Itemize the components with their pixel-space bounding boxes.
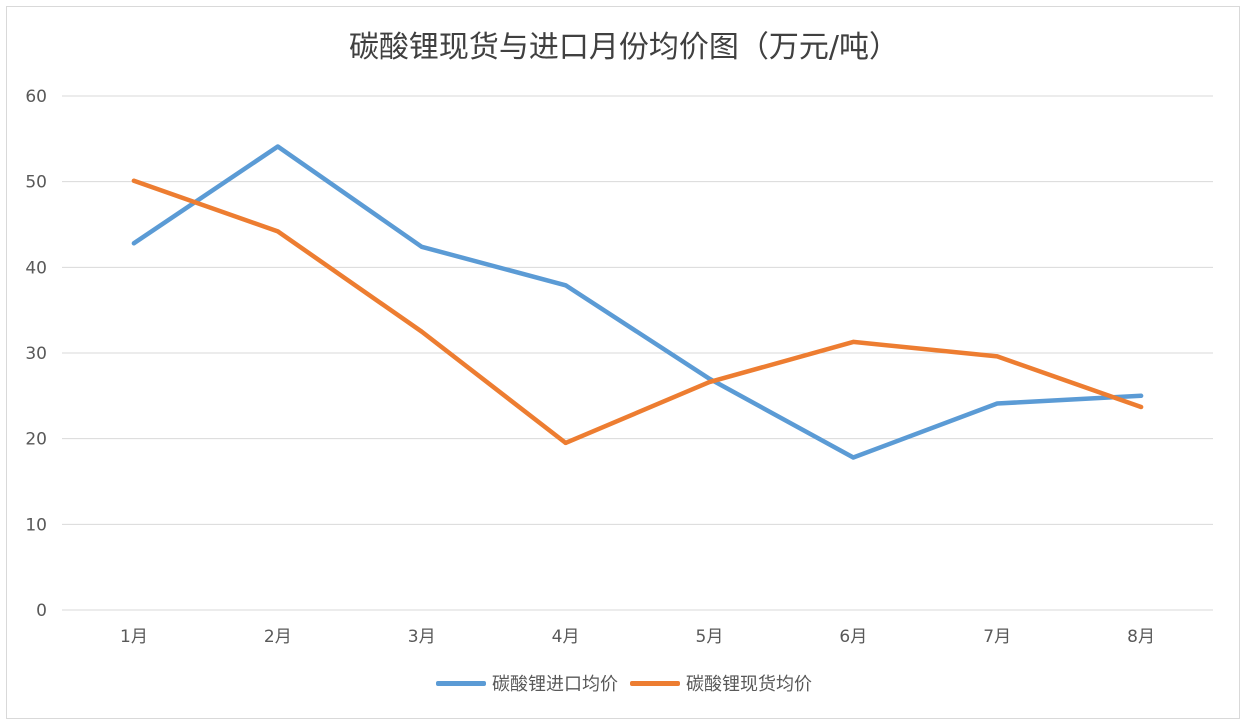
x-tick-label: 7月 [983, 627, 1011, 647]
data-point-1-1 [275, 229, 280, 234]
legend-swatch-import [436, 680, 486, 686]
legend-label-spot: 碳酸锂现货均价 [686, 674, 812, 695]
y-tick-label: 40 [25, 258, 47, 278]
x-tick-label: 4月 [552, 627, 580, 647]
series-line-0 [131, 144, 1144, 460]
data-point-0-5 [851, 455, 856, 460]
y-tick-label: 30 [25, 344, 47, 364]
data-point-0-3 [563, 283, 568, 288]
y-tick-label: 0 [36, 601, 47, 621]
series-line-1 [131, 178, 1144, 446]
data-point-1-4 [707, 380, 712, 385]
legend-item-import: 碳酸锂进口均价 [436, 670, 618, 696]
y-tick-label: 10 [25, 515, 47, 535]
data-point-1-2 [419, 329, 424, 334]
gridlines [62, 95, 1213, 611]
y-tick-label: 60 [25, 87, 47, 107]
x-tick-label: 2月 [264, 627, 292, 647]
legend: 碳酸锂进口均价 碳酸锂现货均价 [0, 670, 1248, 696]
chart-title: 碳酸锂现货与进口月份均价图（万元/吨） [348, 30, 900, 65]
legend-swatch-spot [630, 680, 680, 686]
x-tick-label: 6月 [839, 627, 867, 647]
x-tick-label: 1月 [120, 627, 148, 647]
data-point-1-3 [563, 440, 568, 445]
y-axis-ticks: 0 10 20 30 40 50 60 [25, 87, 47, 621]
x-tick-label: 3月 [408, 627, 436, 647]
chart-frame [6, 6, 1240, 719]
y-tick-label: 50 [25, 173, 47, 193]
legend-label-import: 碳酸锂进口均价 [492, 674, 618, 695]
data-point-1-6 [995, 354, 1000, 359]
data-point-1-5 [851, 339, 856, 344]
x-tick-label: 5月 [696, 627, 724, 647]
data-point-0-6 [995, 401, 1000, 406]
data-point-0-7 [1139, 393, 1144, 398]
data-point-0-2 [419, 244, 424, 249]
data-point-1-0 [131, 178, 136, 183]
series-lines [131, 144, 1144, 460]
data-point-1-7 [1139, 404, 1144, 409]
x-axis-ticks: 1月 2月 3月 4月 5月 6月 7月 8月 [120, 627, 1155, 647]
legend-item-spot: 碳酸锂现货均价 [630, 670, 812, 696]
data-point-0-0 [131, 241, 136, 246]
y-tick-label: 20 [25, 430, 47, 450]
data-point-0-1 [275, 144, 280, 149]
x-tick-label: 8月 [1127, 627, 1155, 647]
